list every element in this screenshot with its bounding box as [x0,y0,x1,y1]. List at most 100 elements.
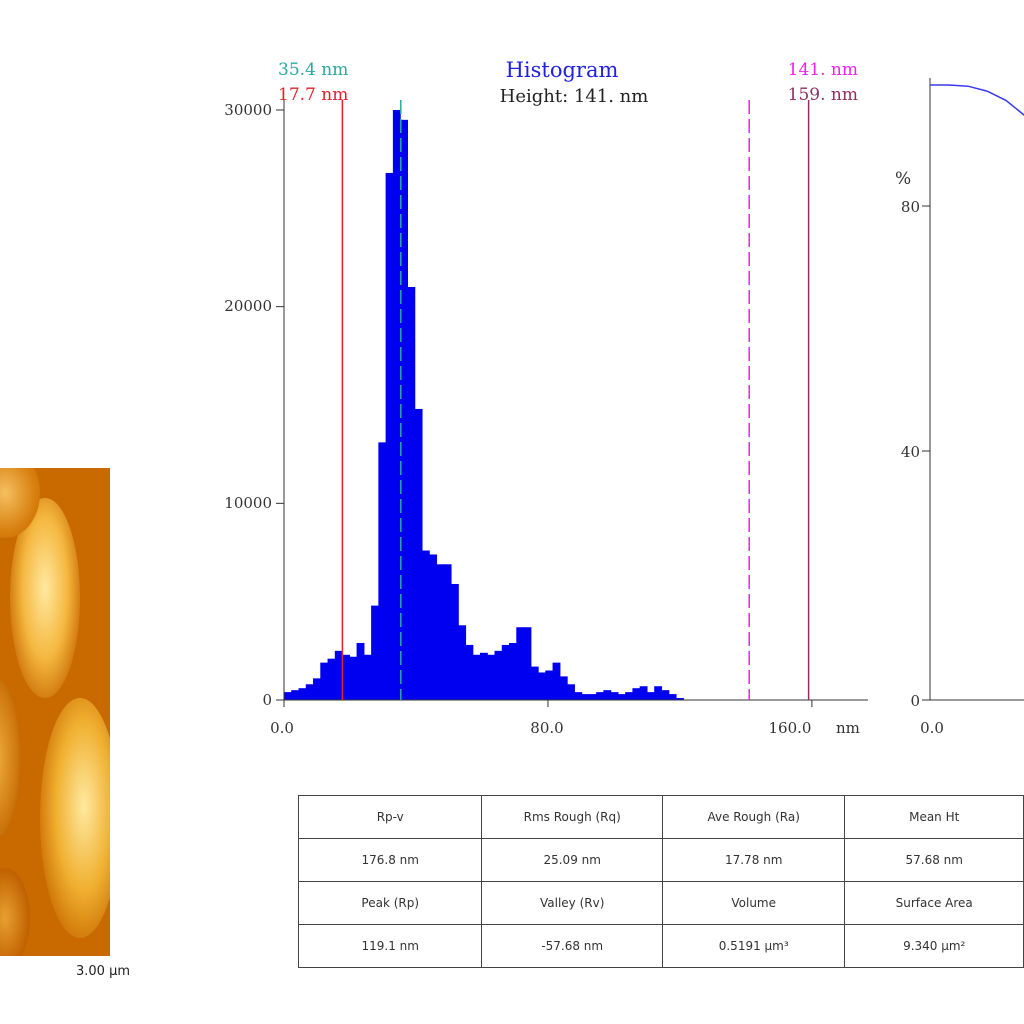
hist-x-unit: nm [836,719,860,737]
stats-value-cell: 0.5191 µm³ [661,924,846,968]
histogram-bar [363,654,372,700]
stats-value-cell: 57.68 nm [844,838,1024,882]
scan-size-label: 3.00 µm [76,964,131,979]
histogram-bar [392,110,401,700]
histogram-bar [313,678,321,700]
hist-xtick-label: 0.0 [270,719,294,737]
histogram-bar [661,690,670,700]
histogram-bar [378,442,387,700]
histogram-bar [545,670,554,700]
histogram-bar [327,658,336,700]
stats-value-cell: 25.09 nm [481,838,663,882]
cursor-label-magenta: 141. nm [788,60,858,80]
histogram-bars [284,110,684,700]
stats-value-cell: 9.340 µm² [844,924,1024,968]
histogram-bar [552,662,561,700]
afm-grain [0,678,20,838]
stats-value-cell: -57.68 nm [481,924,663,968]
cum-xtick-label: 0.0 [920,719,944,737]
hist-ytick-label: 0 [262,691,272,709]
histogram-bar [400,119,408,700]
stats-header-cell: Volume [661,881,846,925]
afm-grain [40,698,110,938]
cum-ylabel: % [895,169,911,189]
histogram-chart: 0 10000 20000 30000 0.0 80.0 160.0 nm 35… [224,58,1024,737]
histogram-bar [436,564,445,700]
histogram-bar [574,692,583,700]
stats-row: Peak (Rp) Valley (Rv) Volume Surface Area [297,881,1024,925]
histogram-bar [639,686,648,700]
histogram-bar [414,408,423,700]
stats-header-cell: Rms Rough (Rq) [481,795,663,839]
histogram-bar [588,694,597,700]
stats-row: Rp-v Rms Rough (Rq) Ave Rough (Ra) Mean Ht [297,795,1024,839]
histogram-bar [668,694,677,700]
histogram-bar [284,692,292,700]
histogram-bar [487,654,496,700]
histogram-bar [516,627,525,700]
histogram-bar [509,642,517,700]
cum-ytick-label: 40 [901,443,920,461]
histogram-bar [421,550,430,700]
cursor-label-purple: 159. nm [788,85,858,105]
stats-value-cell: 119.1 nm [297,924,483,968]
cum-ytick-label: 80 [901,198,920,216]
histogram-bar [291,690,300,700]
stats-value-cell: 17.78 nm [661,838,846,882]
stats-header-cell: Valley (Rv) [481,881,663,925]
histogram-bar [479,652,488,700]
stats-header-cell: Mean Ht [844,795,1024,839]
hist-ytick-label: 30000 [224,101,272,119]
hist-ticks [276,109,813,707]
histogram-bar [646,692,655,700]
hist-xtick-label: 160.0 [769,719,812,737]
hist-ytick-label: 20000 [224,297,272,315]
histogram-bar [625,692,634,700]
histogram-bar [567,684,575,700]
histogram-bar [385,172,394,700]
chart-title: Histogram [506,58,619,82]
histogram-bar [407,287,416,700]
histogram-bar [443,564,452,700]
histogram-bar [429,554,438,700]
histogram-bar [523,627,532,700]
histogram-bar [305,684,314,700]
histogram-bar [450,583,459,700]
cumulative-series-line [930,84,1024,116]
histogram-bar [610,692,619,700]
histogram-bar [675,698,684,700]
histogram-bar [538,672,546,700]
afm-grain [0,868,30,956]
histogram-bar [334,650,343,700]
histogram-bar [654,686,663,700]
stats-row: 176.8 nm 25.09 nm 17.78 nm 57.68 nm [297,838,1024,882]
roughness-stats-table: Rp-v Rms Rough (Rq) Ave Rough (Ra) Mean Ht 1… [297,795,1024,968]
afm-height-image [0,468,110,956]
histogram-bar [298,688,307,700]
hist-ytick-label: 10000 [224,494,272,512]
stats-header-cell: Surface Area [844,881,1024,925]
histogram-bar [559,676,568,700]
hist-xtick-label: 80.0 [530,719,563,737]
histogram-bar [356,642,365,700]
stats-header-cell: Rp-v [297,795,483,839]
histogram-bar [320,662,329,700]
histogram-bar [581,694,590,700]
stats-value-cell: 176.8 nm [297,838,483,882]
histogram-bar [465,644,474,700]
histogram-bar [342,654,350,700]
histogram-bar [603,690,612,700]
cursor-label-teal: 35.4 nm [278,60,348,80]
histogram-bar [371,605,379,700]
histogram-bar [596,692,604,700]
histogram-bar [617,694,626,700]
histogram-bar [530,666,539,700]
histogram-bar [632,688,641,700]
cum-ytick-label: 0 [910,692,920,710]
histogram-bar [501,644,510,700]
histogram-bar [472,654,481,700]
histogram-bar [349,656,358,700]
cursor-label-red: 17.7 nm [278,85,348,105]
stats-header-cell: Ave Rough (Ra) [661,795,846,839]
stats-header-cell: Peak (Rp) [297,881,483,925]
